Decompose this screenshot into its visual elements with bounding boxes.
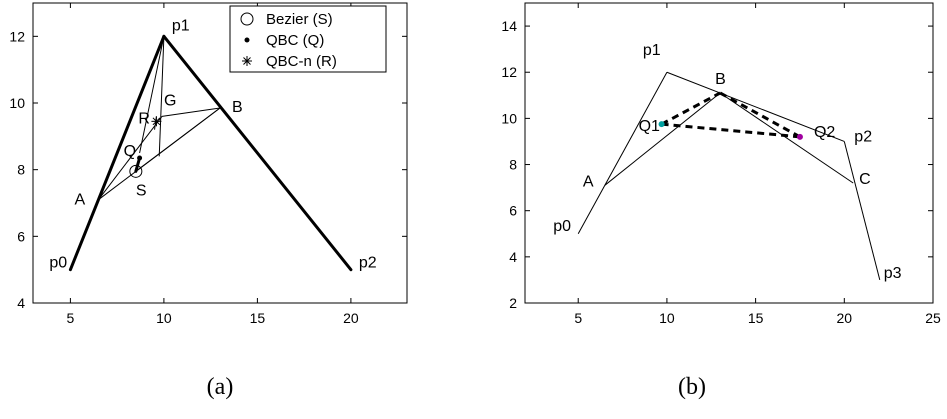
panel-b-xtick-label: 15 [748, 310, 764, 326]
panel-b-chart: 5 10 15 20 25 2 4 6 8 10 12 14 p0 p1 p2 p3 A B C Q1 Q2 [501, 2, 941, 326]
panel-a-point-label-B: B [232, 99, 243, 116]
panel-a-point-label-A: A [74, 192, 85, 209]
panel-b-thin-segment [843, 141, 881, 281]
panel-b-thin-segment [719, 92, 854, 184]
panel-b-xtick-label: 20 [837, 310, 853, 326]
legend-entry: QBC (Q) [266, 32, 324, 49]
panel-a-thin-segment [98, 116, 163, 200]
legend-marker-circle [240, 12, 254, 26]
panel-a-marker-asterisk-stroke [152, 117, 161, 126]
panel-b-ytick-label: 6 [509, 203, 517, 219]
panel-a-thin-segment [139, 36, 165, 154]
panel-b-dashed-segment [719, 91, 801, 139]
panel-b-point-label-B: B [715, 71, 726, 88]
legend-box [229, 5, 387, 73]
caption-b: (b) [678, 374, 706, 400]
panel-b-point-label-p0: p0 [553, 218, 571, 235]
panel-a-xtick-label: 10 [156, 310, 172, 326]
panel-b-ytick-label: 12 [501, 64, 517, 80]
panel-a-marker-circle [129, 164, 143, 178]
panel-b-ytick-label: 4 [509, 249, 517, 265]
panel-a-xtick-label: 20 [343, 310, 359, 326]
panel-b-ytick-label: 8 [509, 157, 517, 173]
panel-b-ytick-label: 2 [509, 295, 517, 311]
panel-a-ytick-label: 12 [9, 28, 25, 44]
panel-b-thin-segment [666, 71, 845, 142]
panel-a-point-label-p0: p0 [49, 255, 67, 272]
panel-a-ytick-label: 6 [17, 228, 25, 244]
legend-marker-dot [244, 37, 250, 43]
panel-a-point-label-S: S [136, 182, 147, 199]
panel-a-thin-segment [158, 36, 165, 157]
panel-b-marker-Q2 [796, 133, 803, 140]
legend-marker-asterisk [242, 56, 252, 66]
panel-a-xtick-label: 5 [67, 310, 75, 326]
panel-a-thin-segment [135, 107, 221, 172]
panel-a-marker-asterisk [151, 116, 162, 127]
panel-a-thick-segment [68, 34, 166, 272]
panel-b-dashed-segment [660, 91, 721, 126]
panel-a-ytick-label: 10 [9, 95, 25, 111]
panel-a-chart: 5 10 15 20 4 6 8 10 12 p0 p1 p2 A B G QR S Bezier (S) QBC … [9, 2, 408, 326]
panel-a-point-label-R: R [138, 110, 150, 127]
panel-a-ytick-label: 8 [17, 162, 25, 178]
panel-b-point-label-p2: p2 [854, 128, 872, 145]
legend-entry: Bezier (S) [266, 11, 333, 28]
panel-a-point-label-G: G [164, 92, 176, 109]
panel-a-point-label-p1: p1 [172, 17, 190, 34]
panel-b-marker-Q1 [658, 121, 665, 128]
panel-b-dashed-segment [661, 122, 801, 139]
panel-b-xtick-label: 25 [925, 310, 941, 326]
panel-a-legend: Bezier (S) QBC (Q) QBC-n (R) [229, 5, 387, 73]
panel-b-point-label-p3: p3 [884, 265, 902, 282]
panel-b-ytick-label: 14 [501, 18, 517, 34]
panel-b-thin-segment [604, 92, 721, 186]
panel-b-xtick-label: 10 [659, 310, 675, 326]
panel-a-marker-dot [137, 155, 143, 161]
panel-b-point-label-C: C [859, 171, 871, 188]
panel-a-thick-segment [162, 34, 353, 272]
panel-a-axes-frame [32, 2, 408, 304]
panel-a-point-label-Q: Q [124, 143, 136, 160]
caption-a: (a) [207, 374, 234, 400]
panel-b-ytick-label: 10 [501, 110, 517, 126]
panel-b-xtick-label: 5 [574, 310, 582, 326]
panel-b-point-label-Q2: Q2 [814, 124, 835, 141]
panel-a-xtick-label: 15 [250, 310, 266, 326]
legend-marker-asterisk-stroke [243, 57, 251, 65]
panel-b-point-label-Q1: Q1 [639, 118, 660, 135]
panel-b-point-label-p1: p1 [643, 42, 661, 59]
panel-a-ytick-label: 4 [17, 295, 25, 311]
legend-entry: QBC-n (R) [266, 53, 337, 70]
panel-a-point-label-p2: p2 [359, 255, 377, 272]
panel-a-thin-segment [161, 107, 221, 117]
panel-b-thin-segment [577, 71, 668, 235]
panel-b-point-label-A: A [583, 173, 594, 190]
panel-b-axes-frame [524, 2, 934, 304]
